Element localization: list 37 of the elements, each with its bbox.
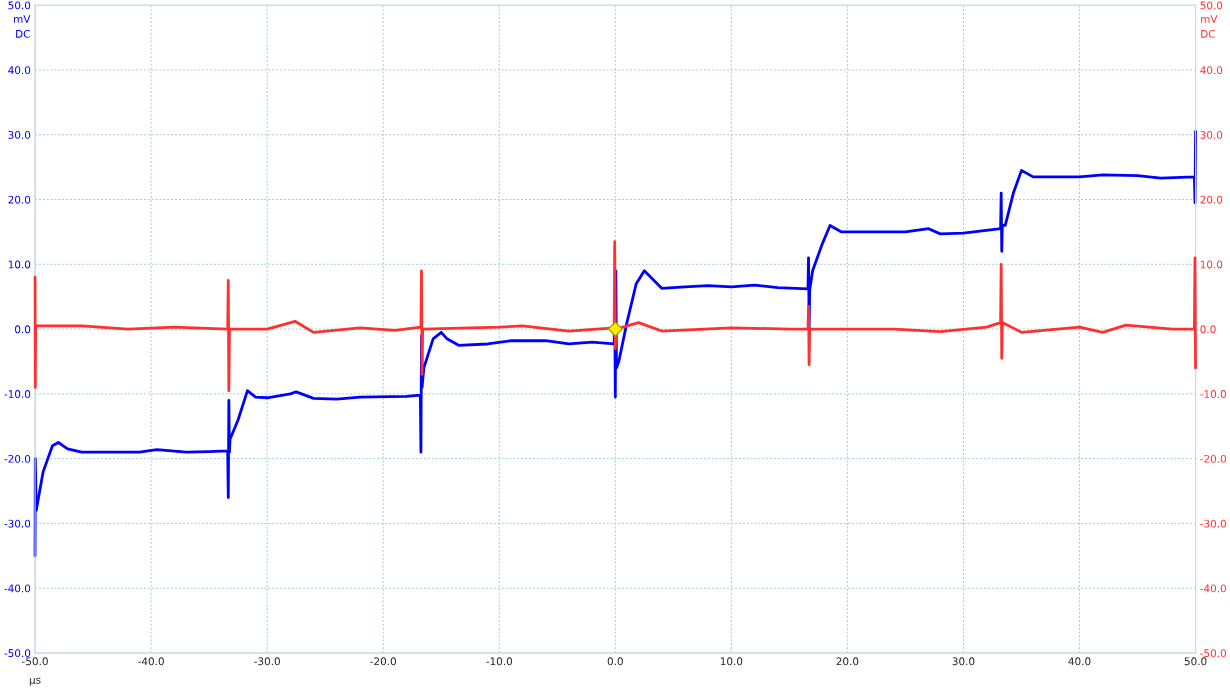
y-tick-label: 50.0 [8, 1, 31, 10]
y-axis-title: mV DC [14, 15, 31, 38]
y-tick-label: -50.0 [4, 649, 31, 658]
y2-tick-label: 50.0 [1200, 1, 1223, 10]
y2-axis-title: mV DC [1201, 15, 1218, 38]
x-tick-label: -50.0 [22, 657, 48, 666]
y2-tick-label: 40.0 [1200, 66, 1223, 75]
y-tick-label: -40.0 [4, 584, 31, 593]
y2-tick-label: -40.0 [1200, 584, 1226, 593]
x-tick-label: -10.0 [486, 657, 513, 666]
x-tick-label: 30.0 [952, 657, 975, 666]
y2-tick-label: 10.0 [1200, 260, 1223, 269]
y-tick-label: 40.0 [8, 66, 31, 75]
y-tick-label: 30.0 [8, 130, 31, 139]
y2-tick-label: -10.0 [1200, 390, 1226, 398]
line-series [33, 240, 1197, 393]
x-tick-label: -20.0 [370, 657, 396, 666]
y2-tick-label: 0.0 [1200, 325, 1216, 334]
x-tick-label: 10.0 [720, 657, 743, 666]
x-axis-title: µs [29, 677, 41, 686]
y-tick-label: 20.0 [8, 195, 31, 204]
x-tick-label: 50.0 [1184, 657, 1207, 666]
y-tick-label: -10.0 [4, 390, 31, 398]
x-tick-label: 20.0 [836, 657, 859, 666]
y-tick-label: 10.0 [8, 260, 31, 269]
x-tick-label: -40.0 [138, 657, 164, 666]
x-tick-label: -30.0 [254, 657, 280, 666]
y2-tick-label: -20.0 [1200, 454, 1226, 463]
x-tick-label: 0.0 [607, 657, 623, 666]
y2-tick-label: 30.0 [1200, 130, 1223, 139]
x-tick-label: 40.0 [1068, 657, 1091, 666]
y-tick-label: -20.0 [4, 454, 31, 463]
y2-tick-label: -30.0 [1200, 519, 1226, 528]
y2-tick-label: -50.0 [1200, 649, 1226, 658]
y-tick-label: -30.0 [4, 519, 31, 528]
y2-tick-label: 20.0 [1200, 195, 1223, 204]
y-tick-label: 0.0 [15, 325, 31, 334]
